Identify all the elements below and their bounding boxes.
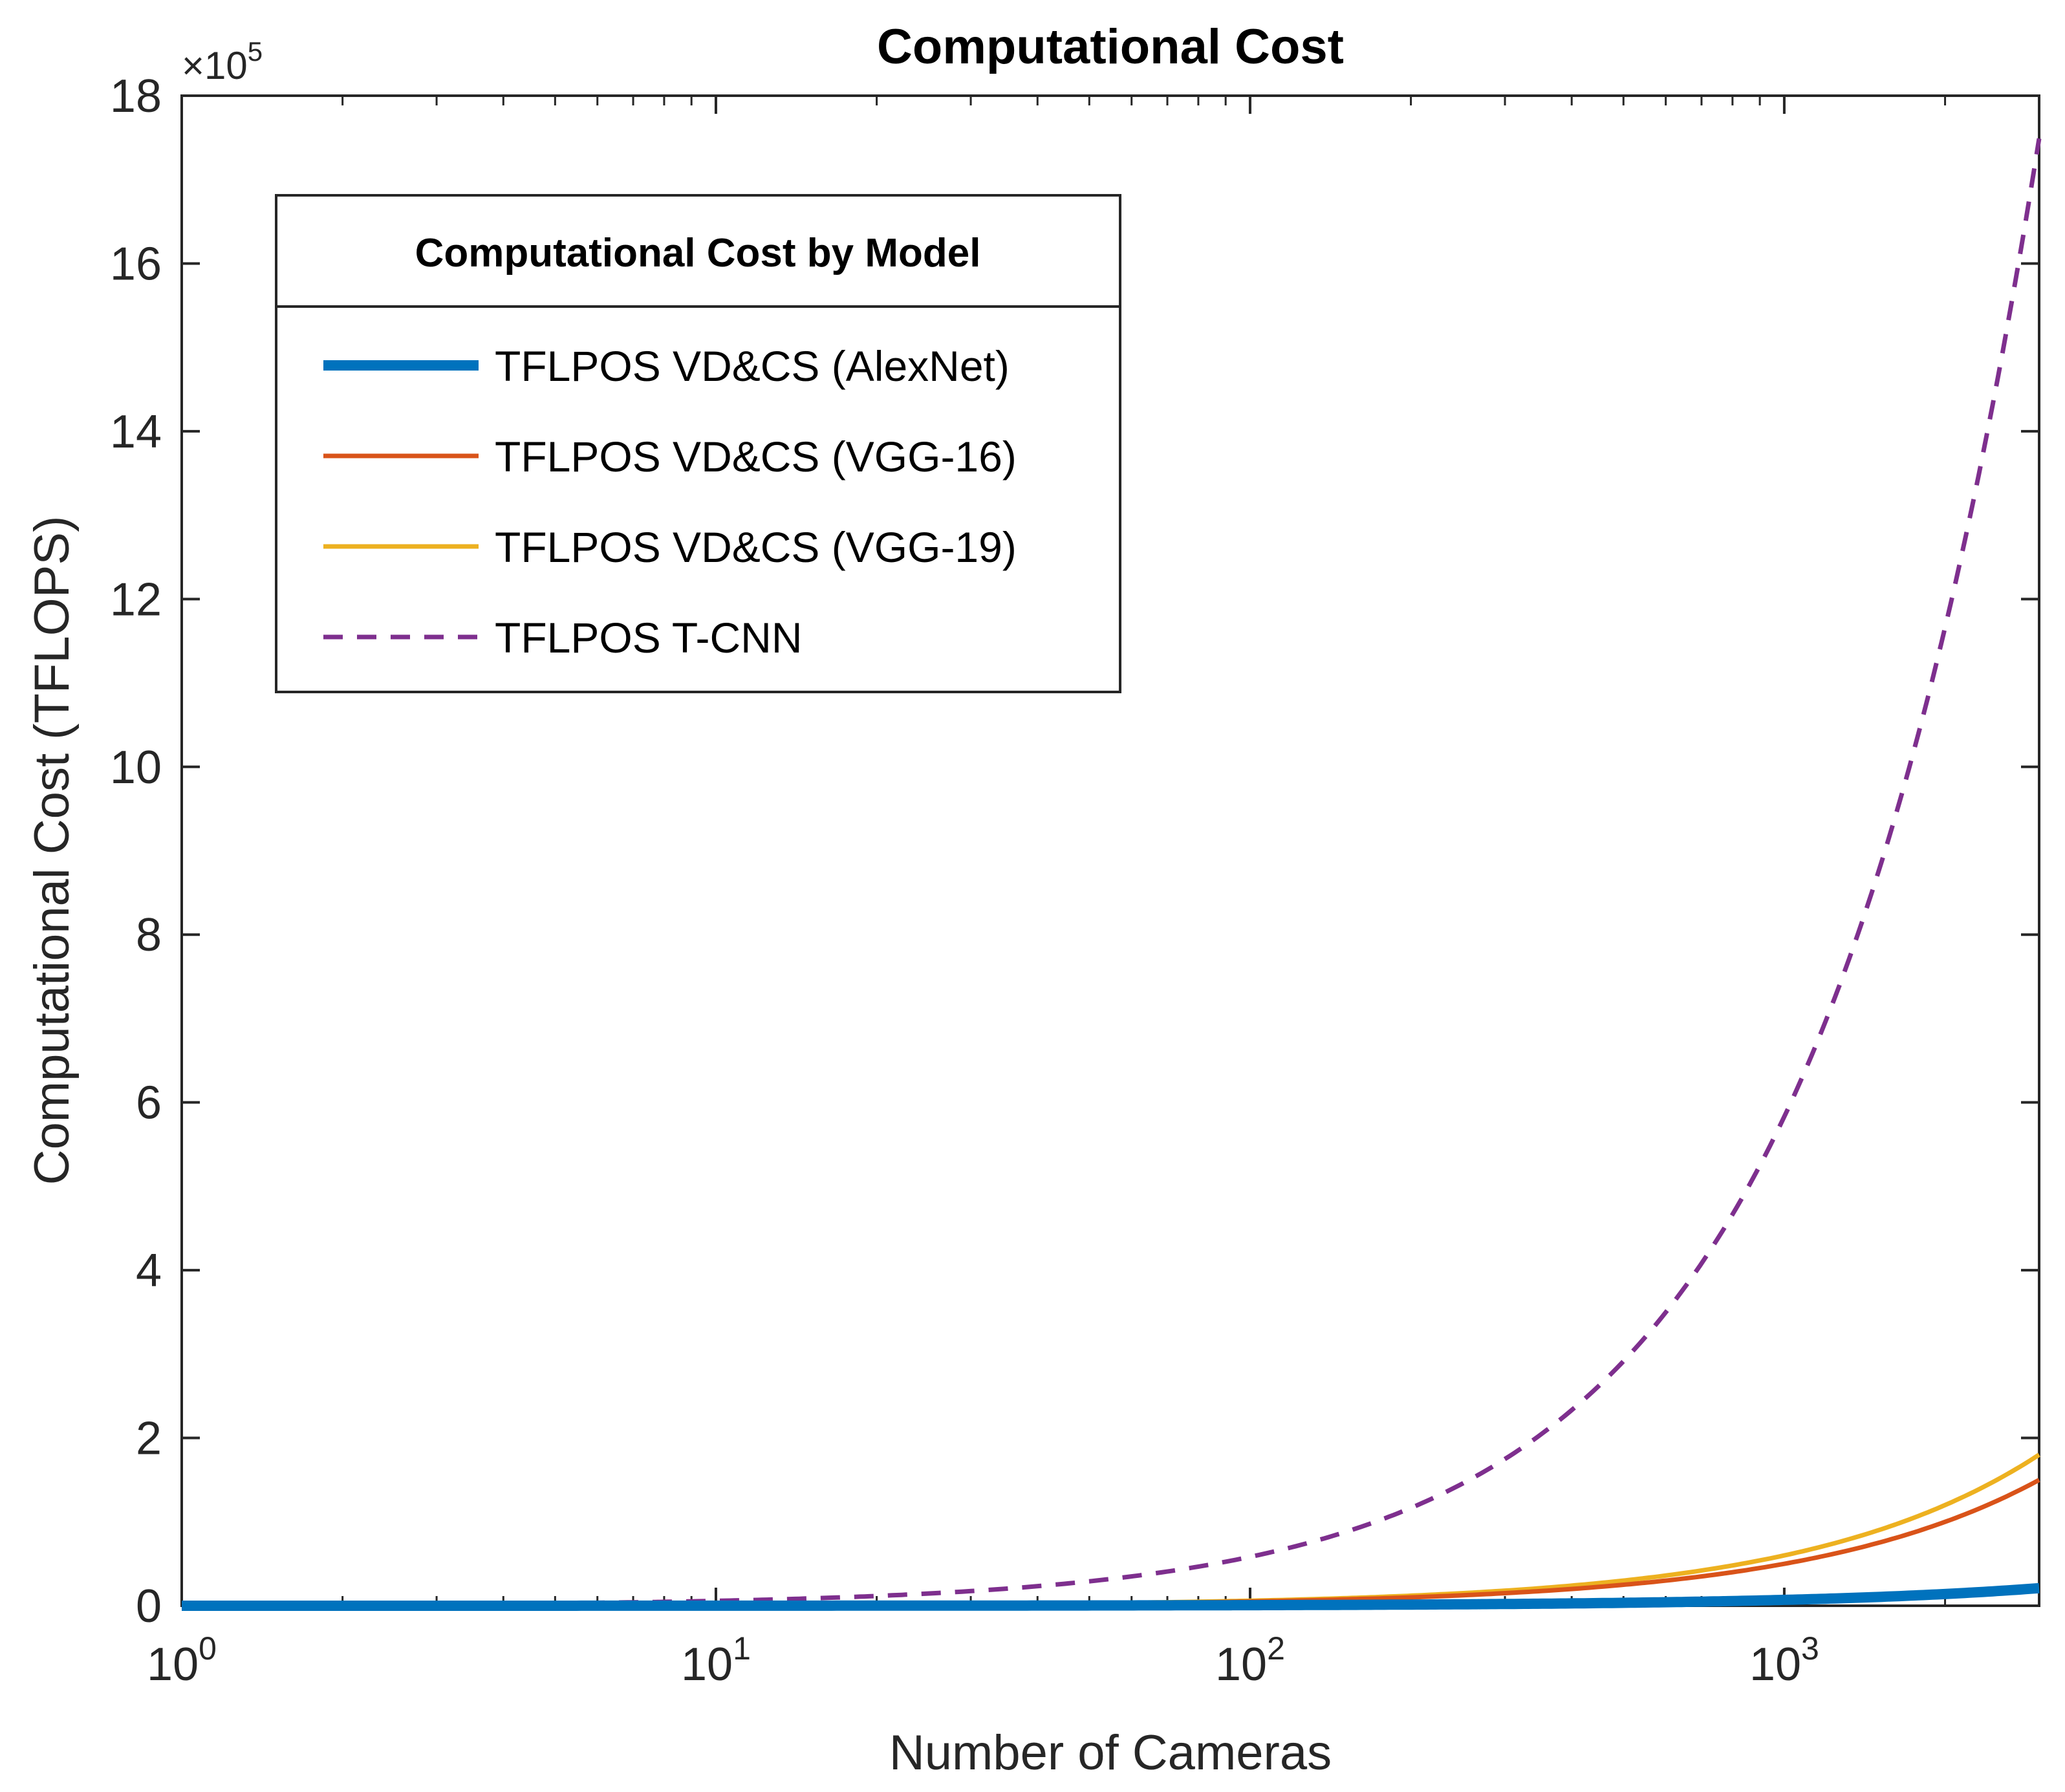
y-tick-labels: 0 2 4 6 8 10 12 14 16 18 [110, 70, 162, 1632]
y-tick-label: 2 [136, 1413, 162, 1465]
x-tick-base: 10 [147, 1639, 199, 1690]
x-tick-label: 103 [1749, 1630, 1819, 1690]
y-exponent-base: ×10 [182, 44, 248, 87]
y-tick-label: 12 [110, 574, 162, 625]
y-tick-label: 16 [110, 238, 162, 290]
legend-box [275, 194, 1121, 693]
x-axis-label: Number of Cameras [889, 1725, 1332, 1780]
chart-title: Computational Cost [877, 19, 1344, 74]
legend-title: Computational Cost by Model [415, 231, 981, 275]
y-tick-label: 18 [110, 70, 162, 122]
y-tick-label: 8 [136, 909, 162, 961]
legend-label-3: TFLPOS T-CNN [495, 614, 803, 662]
y-exponent-power: 5 [248, 36, 263, 67]
y-axis-label: Computational Cost (TFLOPS) [25, 516, 80, 1185]
y-tick-label: 10 [110, 742, 162, 793]
series-layer [181, 138, 2042, 1611]
x-tick-base: 10 [1215, 1639, 1267, 1690]
legend-entries: TFLPOS VD&CS (AlexNet) TFLPOS VD&CS (VGG-… [323, 342, 1017, 662]
x-tick-power: 0 [199, 1630, 217, 1667]
y-tick-label: 6 [136, 1077, 162, 1129]
y-tick-label: 0 [136, 1581, 162, 1632]
x-tick-power: 1 [733, 1630, 751, 1667]
legend-label-0: TFLPOS VD&CS (AlexNet) [495, 342, 1010, 390]
legend-label-1: TFLPOS VD&CS (VGG-16) [495, 433, 1017, 480]
legend-label-2: TFLPOS VD&CS (VGG-19) [495, 523, 1017, 571]
x-tick-labels: 100 101 102 103 [147, 1630, 1819, 1690]
x-tick-power: 3 [1801, 1630, 1819, 1667]
y-exponent-label: ×105 [182, 36, 263, 87]
x-tick-power: 2 [1267, 1630, 1285, 1667]
x-tick-label: 100 [147, 1630, 217, 1690]
y-tick-label: 4 [136, 1245, 162, 1297]
x-tick-base: 10 [1749, 1639, 1801, 1690]
x-tick-label: 101 [681, 1630, 751, 1690]
legend: Computational Cost by Model TFLPOS VD&CS… [275, 194, 1121, 693]
y-tick-label: 14 [110, 406, 162, 458]
x-tick-label: 102 [1215, 1630, 1285, 1690]
series-line-0 [181, 1582, 2040, 1611]
x-tick-base: 10 [681, 1639, 733, 1690]
